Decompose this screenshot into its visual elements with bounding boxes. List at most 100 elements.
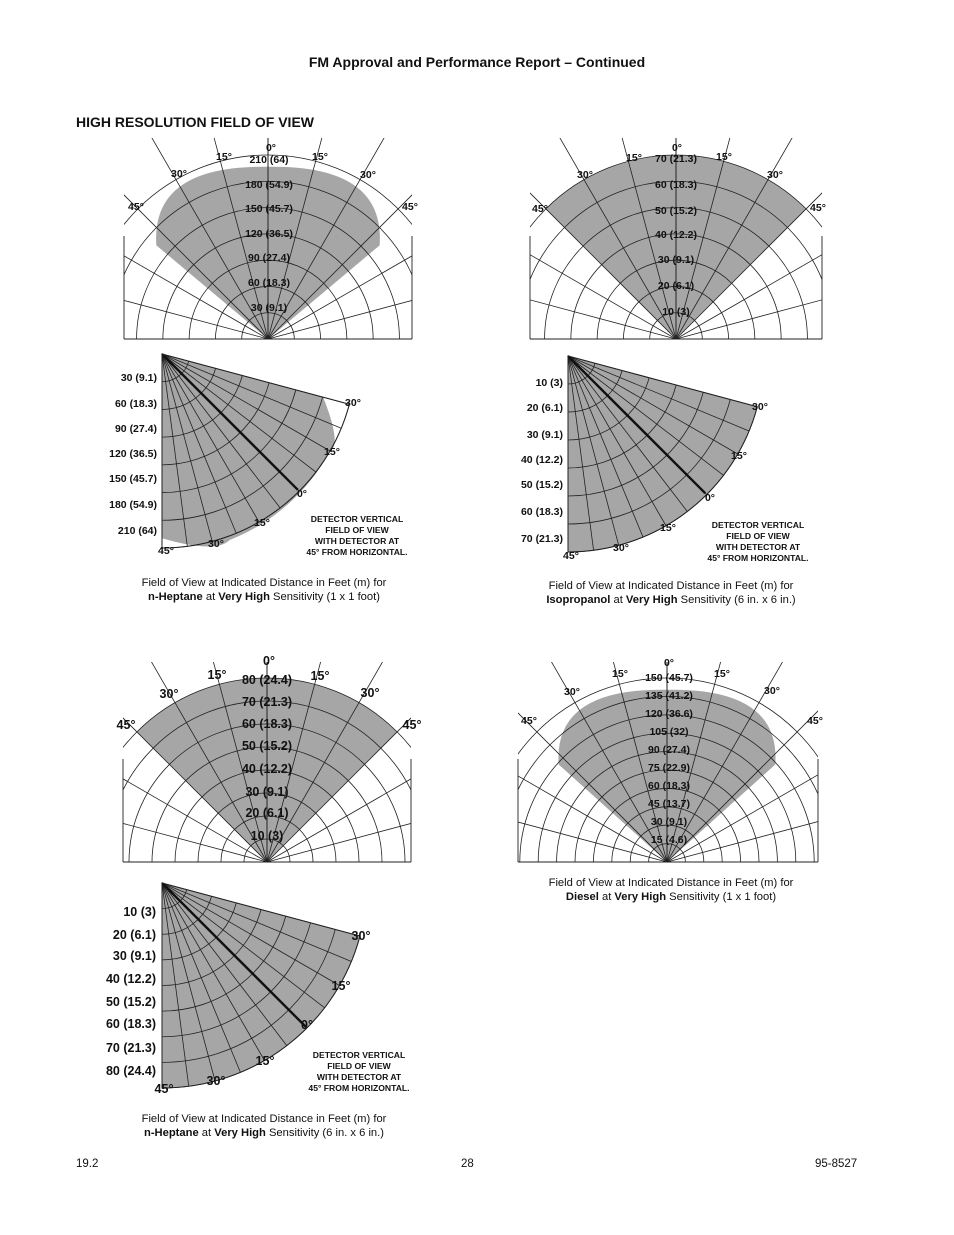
- angle-label-0: 0°: [705, 492, 715, 504]
- angle-label-15-low: 15°: [660, 522, 676, 534]
- svg-text:WITH DETECTOR AT: WITH DETECTOR AT: [716, 542, 801, 552]
- fov-chart-nheptane-1ft-horizontal: 0° 15° 15° 30° 30° 45° 45° 210 (64) 180 …: [123, 138, 418, 340]
- range-label: 20 (6.1): [658, 280, 694, 292]
- angle-ray: [161, 353, 260, 523]
- angle-label-15-low: 15°: [256, 1054, 275, 1068]
- angle-ray: [266, 778, 411, 862]
- chart-frame: [567, 355, 758, 553]
- angle-label-45: 45°: [155, 1082, 174, 1096]
- range-label: 45 (13.7): [648, 798, 690, 810]
- angle-ray: [518, 712, 668, 862]
- angle-ray: [530, 192, 677, 339]
- angle-ray: [675, 138, 731, 339]
- vertical-range-label: 20 (6.1): [527, 402, 563, 414]
- range-label: 60 (18.3): [655, 179, 697, 191]
- detector-note: DETECTOR VERTICAL FIELD OF VIEW WITH DET…: [306, 514, 407, 557]
- angle-ray: [567, 355, 688, 512]
- chart-frame: [123, 235, 413, 340]
- svg-text:WITH DETECTOR AT: WITH DETECTOR AT: [315, 536, 400, 546]
- vertical-range-label: 30 (9.1): [121, 372, 157, 384]
- angle-ray: [518, 821, 668, 862]
- angle-label-30-left: 30°: [564, 686, 580, 698]
- angle-ray: [567, 355, 667, 526]
- angle-ray: [267, 194, 412, 339]
- angle-label-30-left: 30°: [171, 168, 187, 180]
- vertical-range-label: 10 (3): [536, 377, 563, 389]
- angle-label-15-right: 15°: [714, 668, 730, 680]
- angle-label-30-right: 30°: [361, 686, 380, 700]
- vertical-range-label: 40 (12.2): [521, 454, 563, 466]
- angle-ray: [675, 192, 822, 339]
- angle-ray: [267, 138, 385, 339]
- sensitivity-level: Very High: [614, 891, 667, 903]
- angle-ray: [161, 882, 325, 1009]
- angle-ray: [161, 353, 317, 473]
- figure-caption: Field of View at Indicated Distance in F…: [548, 877, 794, 903]
- angle-label-30-left: 30°: [577, 169, 593, 181]
- angle-label-0: 0°: [301, 1018, 313, 1032]
- range-label: 210 (64): [249, 154, 288, 166]
- angle-label-30-low: 30°: [207, 1074, 226, 1088]
- chart-frame: [161, 353, 351, 549]
- angle-ray: [612, 662, 668, 862]
- angle-ray: [567, 355, 724, 476]
- range-label: 20 (6.1): [245, 806, 288, 820]
- range-label: 10 (3): [251, 829, 284, 843]
- chart-frame: [122, 758, 412, 863]
- svg-text:DETECTOR VERTICAL: DETECTOR VERTICAL: [313, 1050, 405, 1060]
- svg-text:DETECTOR VERTICAL: DETECTOR VERTICAL: [311, 514, 403, 524]
- range-label: 40 (12.2): [242, 762, 292, 776]
- angle-label-15: 15°: [731, 450, 747, 462]
- angle-label-15-right: 15°: [312, 151, 328, 163]
- angle-ray: [161, 353, 331, 452]
- angle-label-45-left: 45°: [532, 203, 548, 215]
- angle-ray: [567, 355, 738, 455]
- vertical-range-label: 70 (21.3): [521, 533, 563, 545]
- range-label: 15 (4.6): [651, 834, 687, 846]
- vertical-range-label: 120 (36.5): [109, 448, 157, 460]
- figure-caption: Field of View at Indicated Distance in F…: [546, 580, 796, 606]
- angle-ray: [530, 254, 677, 339]
- detector-note: DETECTOR VERTICAL FIELD OF VIEW WITH DET…: [308, 1050, 409, 1093]
- fov-chart-nheptane-6in-vertical: 10 (3) 20 (6.1) 30 (9.1) 40 (12.2) 50 (1…: [106, 882, 410, 1096]
- range-label: 10 (3): [662, 306, 689, 318]
- range-label: 135 (41.2): [645, 690, 693, 702]
- angle-label-45: 45°: [158, 545, 174, 557]
- range-label: 105 (32): [649, 726, 688, 738]
- range-label: 150 (45.7): [245, 203, 293, 215]
- angle-label-45-right: 45°: [402, 201, 418, 213]
- footer-revision: 19.2: [76, 1158, 99, 1170]
- angle-label-0: 0°: [297, 488, 307, 500]
- detector-axis: [161, 882, 307, 1028]
- angle-ray: [530, 299, 677, 339]
- angle-ray: [666, 821, 818, 862]
- angle-ray: [161, 353, 237, 534]
- fov-chart-nheptane-6in-horizontal: 0° 15° 15° 30° 30° 45° 45° 80 (24.4) 70 …: [117, 654, 421, 863]
- angle-ray: [267, 300, 412, 339]
- range-label: 30 (9.1): [658, 254, 694, 266]
- range-label: 80 (24.4): [242, 673, 292, 687]
- sensitivity-level: Very High: [218, 591, 270, 603]
- angle-label-30-left: 30°: [160, 687, 179, 701]
- vertical-range-label: 90 (27.4): [115, 423, 157, 435]
- angle-ray: [567, 355, 594, 551]
- angle-ray: [124, 300, 269, 339]
- sensitivity-level: Very High: [214, 1127, 266, 1139]
- angle-ray: [161, 882, 288, 1046]
- angle-ray: [161, 882, 340, 986]
- angle-label-45-left: 45°: [128, 201, 144, 213]
- range-label: 150 (45.7): [645, 672, 693, 684]
- angle-ray: [123, 778, 268, 862]
- angle-ray: [567, 355, 750, 432]
- detector-note: DETECTOR VERTICAL FIELD OF VIEW WITH DET…: [707, 520, 808, 563]
- vertical-range-label: 180 (54.9): [109, 499, 157, 511]
- vertical-range-label: 60 (18.3): [521, 506, 563, 518]
- angle-label-45-left: 45°: [521, 715, 537, 727]
- angle-label-15: 15°: [324, 446, 340, 458]
- angle-label-15: 15°: [332, 979, 351, 993]
- angle-label-45: 45°: [563, 550, 579, 562]
- vertical-range-label: 210 (64): [118, 525, 157, 537]
- angle-label-30: 30°: [345, 397, 361, 409]
- chart-frame: [161, 882, 361, 1089]
- angle-ray: [161, 353, 342, 429]
